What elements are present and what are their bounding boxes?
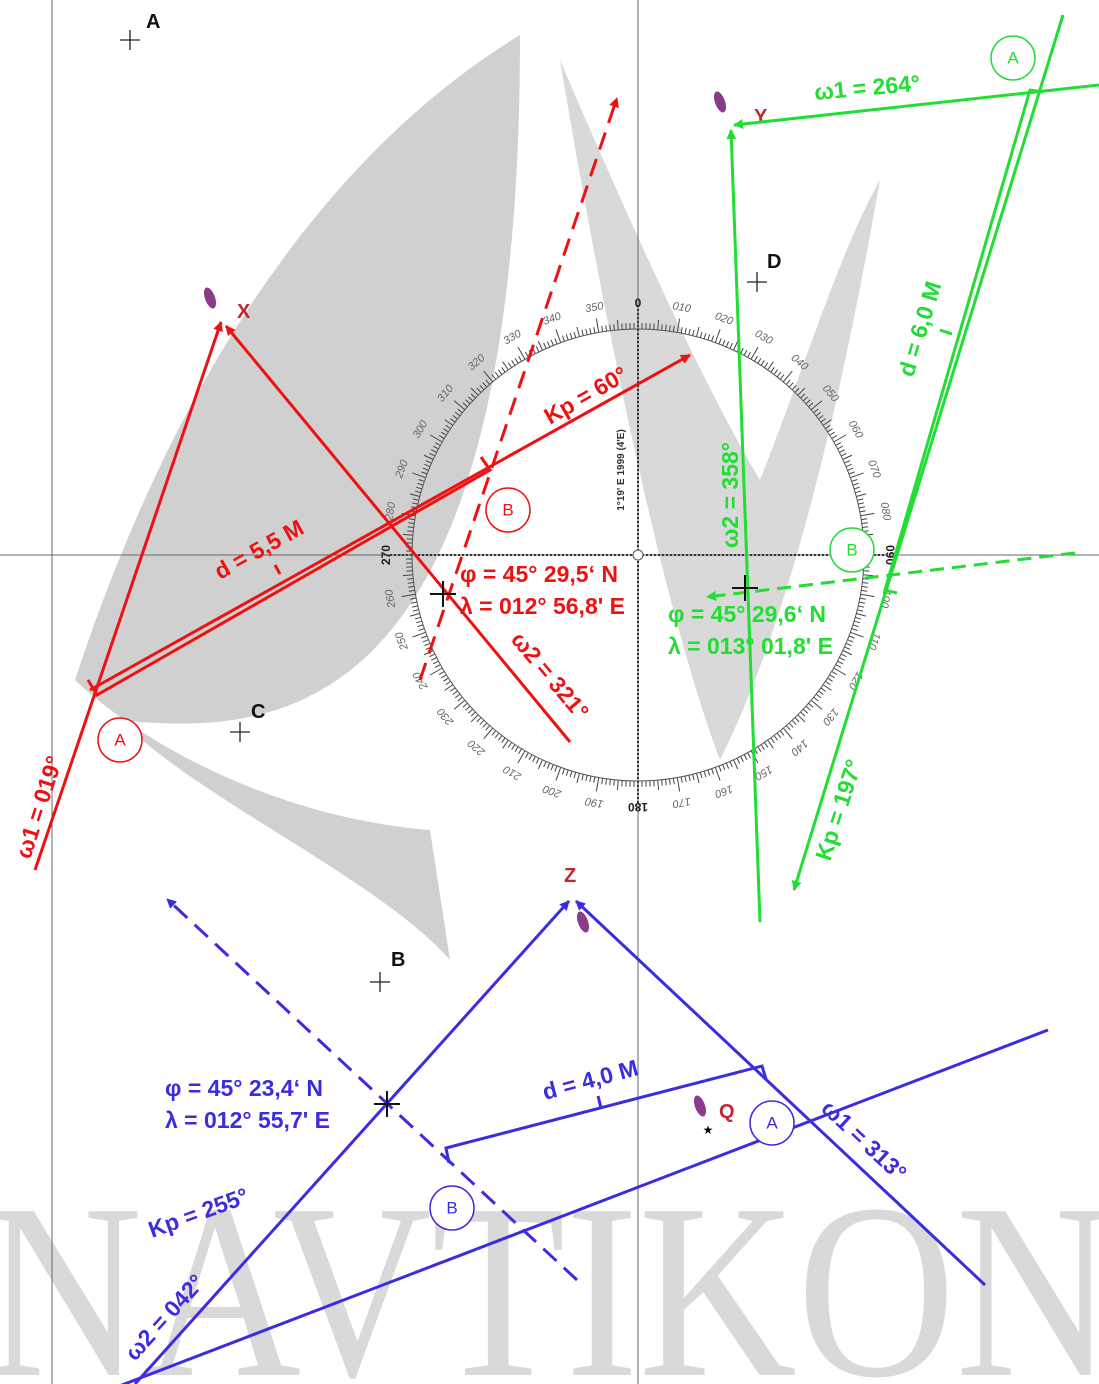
compass-label: 190 bbox=[583, 795, 604, 810]
landmark-label: Q bbox=[719, 1101, 735, 1123]
transferred-line bbox=[165, 897, 579, 1282]
bearing-label: ω1 = 019° bbox=[10, 753, 67, 862]
fix-cross bbox=[430, 581, 456, 607]
longitude-label: λ = 013° 01,8' E bbox=[668, 633, 833, 659]
distance-tick bbox=[596, 1095, 603, 1109]
compass-label: 220 bbox=[465, 736, 488, 758]
position-label: A bbox=[114, 730, 126, 749]
watermark-sail bbox=[560, 60, 880, 760]
compass-label: 250 bbox=[393, 629, 411, 652]
distance-bracket bbox=[86, 456, 493, 698]
landmarks: X Y Z Q ★ bbox=[203, 91, 768, 1137]
point-label: C bbox=[251, 701, 265, 723]
compass-label: 280 bbox=[383, 500, 398, 522]
bearing-line bbox=[133, 899, 571, 1384]
distance-tick bbox=[273, 564, 282, 575]
transferred-line bbox=[418, 97, 619, 681]
position-circle bbox=[485, 487, 531, 533]
point-label: B bbox=[391, 949, 405, 971]
compass-label: 340 bbox=[541, 310, 563, 328]
compass-label: 350 bbox=[584, 300, 605, 315]
compass-label: 060 bbox=[846, 419, 866, 442]
distance-bracket bbox=[883, 88, 1044, 595]
landmark-icon bbox=[576, 911, 590, 933]
bearing-line bbox=[574, 899, 987, 1287]
compass-label: 330 bbox=[502, 327, 525, 347]
longitude-label: λ = 012° 56,8' E bbox=[460, 593, 625, 619]
compass-label: 230 bbox=[435, 705, 457, 728]
reference-points: A B C D bbox=[120, 11, 781, 992]
position-label: B bbox=[846, 540, 857, 559]
point-cross bbox=[120, 30, 767, 992]
landmark-label: X bbox=[237, 301, 251, 323]
course-line bbox=[120, 1028, 1049, 1384]
point-label: D bbox=[767, 251, 781, 273]
position-label: A bbox=[1007, 48, 1019, 67]
landmark-icon bbox=[693, 1095, 707, 1117]
landmark-label: Y bbox=[754, 106, 768, 128]
bearing-line bbox=[224, 325, 572, 743]
position-circle bbox=[749, 1100, 795, 1146]
fix-cross bbox=[732, 575, 758, 601]
compass-label: 010 bbox=[672, 300, 693, 315]
position-circle bbox=[829, 527, 875, 573]
compass-label: 140 bbox=[788, 737, 810, 759]
bearing-label: ω2 = 321° bbox=[506, 627, 594, 725]
position-circle bbox=[429, 1185, 475, 1231]
compass-label: 240 bbox=[410, 669, 431, 693]
bearing-line bbox=[726, 129, 762, 923]
bearing-label: ω1 = 264° bbox=[813, 70, 921, 105]
compass-label: 270 bbox=[379, 545, 393, 565]
distance-tick bbox=[939, 328, 953, 336]
variation-label: 1°19' E 1999 (4'E) bbox=[616, 429, 627, 511]
compass-label: 260 bbox=[383, 588, 398, 610]
point-label: A bbox=[146, 11, 160, 33]
landmark-icon bbox=[713, 91, 727, 113]
compass-label: 210 bbox=[501, 762, 525, 783]
watermark-text: NAVTIKON bbox=[0, 1153, 1099, 1384]
compass-label: 180 bbox=[628, 800, 648, 814]
latitude-label: φ = 45° 23,4‘ N bbox=[165, 1075, 323, 1101]
position-circle bbox=[990, 35, 1036, 81]
compass-label: 200 bbox=[541, 782, 564, 800]
distance-label: d = 6,0 M bbox=[893, 278, 946, 379]
watermark-sail bbox=[75, 35, 520, 960]
compass-label: 160 bbox=[712, 782, 734, 800]
compass-label: 170 bbox=[671, 795, 692, 810]
fix-cross bbox=[374, 1091, 400, 1117]
compass-ticks bbox=[398, 315, 878, 795]
course-line bbox=[791, 14, 1065, 891]
landmark-star: ★ bbox=[703, 1123, 714, 1137]
compass-center bbox=[632, 549, 644, 561]
compass-label: 030 bbox=[753, 328, 776, 348]
compass-label: 130 bbox=[819, 706, 841, 728]
position-label: A bbox=[766, 1113, 778, 1132]
position-label: B bbox=[502, 500, 513, 519]
position-label: B bbox=[446, 1198, 457, 1217]
longitude-label: λ = 012° 55,7' E bbox=[165, 1107, 330, 1133]
compass-label: 070 bbox=[865, 458, 883, 480]
latitude-label: φ = 45° 29,5‘ N bbox=[460, 561, 618, 587]
distance-bracket bbox=[444, 1064, 768, 1164]
compass-label: 0 bbox=[635, 296, 642, 310]
bearing-line bbox=[33, 321, 223, 871]
landmark-label: Z bbox=[564, 865, 576, 887]
course-line bbox=[89, 353, 691, 692]
latitude-label: φ = 45° 29,6‘ N bbox=[668, 601, 826, 627]
compass-label: 020 bbox=[713, 310, 735, 328]
distance-label: d = 4,0 M bbox=[540, 1054, 641, 1104]
position-circle bbox=[97, 717, 143, 763]
landmark-icon bbox=[203, 287, 217, 309]
compass-label: 080 bbox=[878, 501, 893, 522]
bearing-label: ω2 = 358° bbox=[717, 442, 743, 548]
transferred-line bbox=[706, 551, 1076, 601]
